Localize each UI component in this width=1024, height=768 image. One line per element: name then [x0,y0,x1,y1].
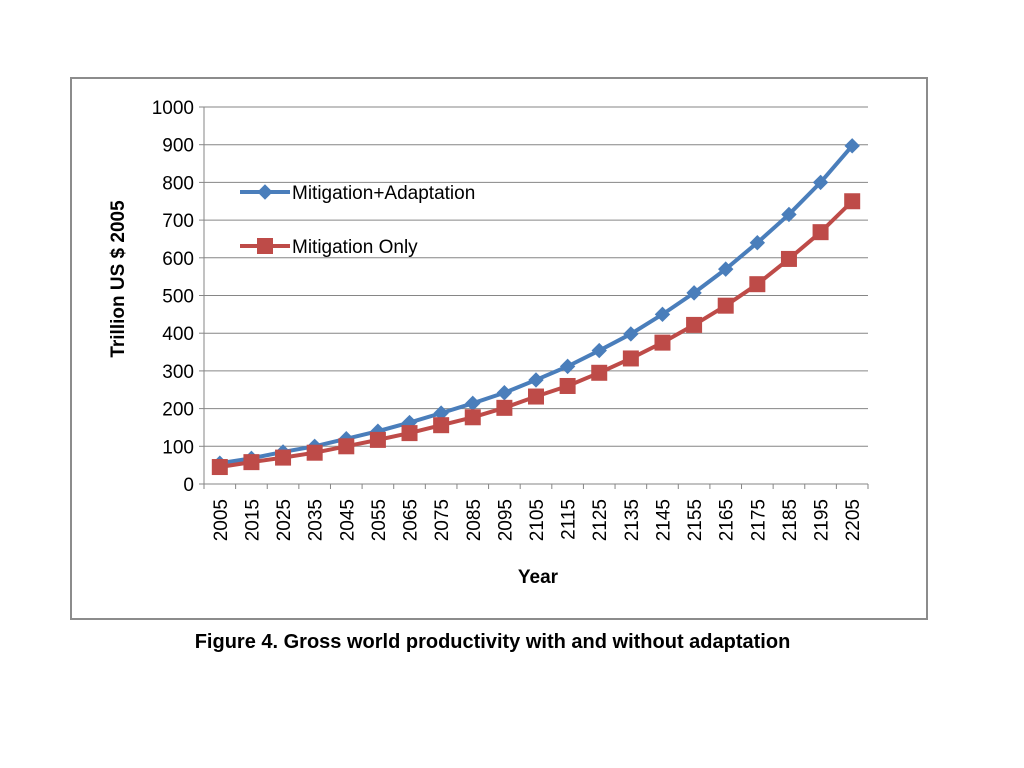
data-point [496,385,513,401]
legend-marker [257,238,273,254]
data-point [306,444,323,461]
legend: Mitigation+Adaptation Mitigation Only [240,183,475,258]
data-point [243,454,260,471]
data-point [338,438,355,455]
x-tick-label: 2205 [843,499,864,541]
x-tick-label: 2155 [685,499,706,541]
legend-marker [257,184,273,200]
y-tick-label: 200 [162,400,194,421]
figure-caption: Figure 4. Gross world productivity with … [194,631,791,653]
data-point [654,306,671,323]
data-point [622,350,639,367]
y-tick-label: 0 [183,475,194,496]
y-tick-label: 300 [162,362,194,383]
x-tick-label: 2045 [337,499,358,541]
y-tick-labels: 0 100 200 300 400 500 600 700 800 900 1000 [152,98,194,496]
x-tick-label: 2095 [495,499,516,541]
x-tick-label: 2135 [622,499,643,541]
data-point [686,316,703,333]
data-point [686,285,702,301]
x-tick-label: 2115 [559,499,580,540]
x-tick-label: 2125 [590,499,611,541]
data-point [528,372,544,388]
y-axis-title: Trillion US $ 2005 [108,200,129,358]
data-point [844,193,861,210]
data-point [749,276,766,293]
y-tick-label: 400 [162,324,194,345]
x-tick-label: 2015 [242,499,263,541]
x-axis-title: Year [518,567,559,588]
data-point [559,377,576,394]
data-point [844,138,860,154]
y-tick-label: 100 [162,437,194,458]
y-tick-label: 600 [162,249,194,270]
x-tick-label: 2005 [211,499,232,541]
legend-label: Mitigation Only [292,237,418,258]
data-point [433,417,450,434]
data-point [780,250,797,267]
data-point [654,334,671,351]
data-point [275,449,292,466]
data-point [496,399,513,416]
y-tick-label: 500 [162,287,194,308]
data-point [559,358,576,375]
data-point [591,364,608,381]
y-tick-label: 700 [162,211,194,232]
x-tick-label: 2195 [812,499,833,541]
data-point [211,459,228,476]
data-point [717,297,734,314]
x-tick-label: 2085 [464,499,485,541]
legend-label: Mitigation+Adaptation [292,183,475,204]
y-tick-label: 1000 [152,98,194,119]
data-point [591,342,607,359]
series-2 [211,193,861,476]
data-point [812,224,829,241]
data-point [812,174,829,191]
line-chart: 0 100 200 300 400 500 600 700 800 900 1000 2005 201… [108,98,869,588]
data-point [718,261,734,277]
data-point [623,326,639,342]
axes [199,106,869,489]
data-point [369,431,386,448]
data-point [464,409,481,426]
x-tick-label: 2175 [748,499,769,541]
x-tick-label: 2035 [306,499,327,541]
chart-frame: 0 100 200 300 400 500 600 700 800 900 1000 2005 201… [70,77,928,620]
data-point [528,388,544,405]
x-tick-label: 2055 [369,499,390,541]
y-tick-label: 900 [162,136,194,157]
legend-item-2: Mitigation Only [240,237,418,258]
data-point [749,235,766,251]
series [211,138,861,476]
data-point [401,425,418,442]
x-tick-label: 2025 [274,499,295,541]
y-tick-label: 800 [162,173,194,194]
x-tick-label: 2165 [717,499,738,541]
x-tick-label: 2075 [432,499,453,541]
legend-item-1: Mitigation+Adaptation [240,183,475,204]
x-tick-label: 2105 [527,499,548,541]
x-tick-label: 2145 [653,499,674,541]
gridlines [204,106,868,447]
x-tick-labels: 2005 2015 2025 2035 2045 2055 2065 2075 2085 2095… [211,499,864,541]
data-point [781,206,797,223]
x-tick-label: 2065 [401,499,422,541]
x-tick-label: 2185 [780,499,801,541]
